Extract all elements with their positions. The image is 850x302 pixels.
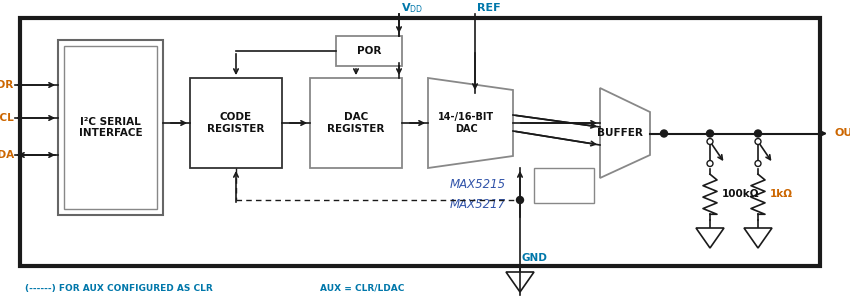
Circle shape: [517, 197, 524, 204]
Text: DAC
REGISTER: DAC REGISTER: [327, 112, 385, 134]
Polygon shape: [696, 228, 724, 248]
Bar: [534, 168, 594, 203]
Polygon shape: [506, 272, 534, 292]
Text: CODE
REGISTER: CODE REGISTER: [207, 112, 264, 134]
Polygon shape: [744, 228, 772, 248]
Bar: [310, 78, 402, 168]
Text: AUX = CLR/LDAC: AUX = CLR/LDAC: [320, 284, 405, 293]
Text: SCL: SCL: [0, 113, 14, 123]
Bar: [336, 36, 402, 66]
Circle shape: [707, 160, 713, 166]
Text: 100kΩ: 100kΩ: [722, 189, 760, 199]
Text: OUT: OUT: [835, 128, 850, 139]
Bar: [64, 46, 157, 209]
Polygon shape: [600, 88, 650, 178]
Text: I²C SERIAL
INTERFACE: I²C SERIAL INTERFACE: [79, 117, 142, 138]
Text: GND: GND: [522, 253, 548, 263]
Bar: [58, 40, 163, 215]
Circle shape: [706, 130, 713, 137]
Circle shape: [755, 160, 761, 166]
Text: (------) FOR AUX CONFIGURED AS CLR: (------) FOR AUX CONFIGURED AS CLR: [25, 284, 212, 293]
Text: ADDR: ADDR: [0, 80, 14, 90]
Polygon shape: [428, 78, 513, 168]
Circle shape: [755, 139, 761, 144]
Text: SDA: SDA: [0, 150, 14, 160]
Circle shape: [660, 130, 667, 137]
Text: BUFFER: BUFFER: [597, 128, 643, 138]
Text: MAX5217: MAX5217: [450, 198, 506, 211]
Text: POR: POR: [357, 46, 381, 56]
Bar: [20, 18, 820, 266]
Circle shape: [755, 130, 762, 137]
Text: 14-/16-BIT
DAC: 14-/16-BIT DAC: [439, 112, 495, 134]
Text: REF: REF: [477, 3, 501, 13]
Bar: [190, 78, 282, 168]
Circle shape: [707, 139, 713, 144]
Text: V$_{\mathsf{DD}}$: V$_{\mathsf{DD}}$: [401, 1, 423, 15]
Text: MAX5215: MAX5215: [450, 178, 506, 191]
Text: 1kΩ: 1kΩ: [770, 189, 793, 199]
